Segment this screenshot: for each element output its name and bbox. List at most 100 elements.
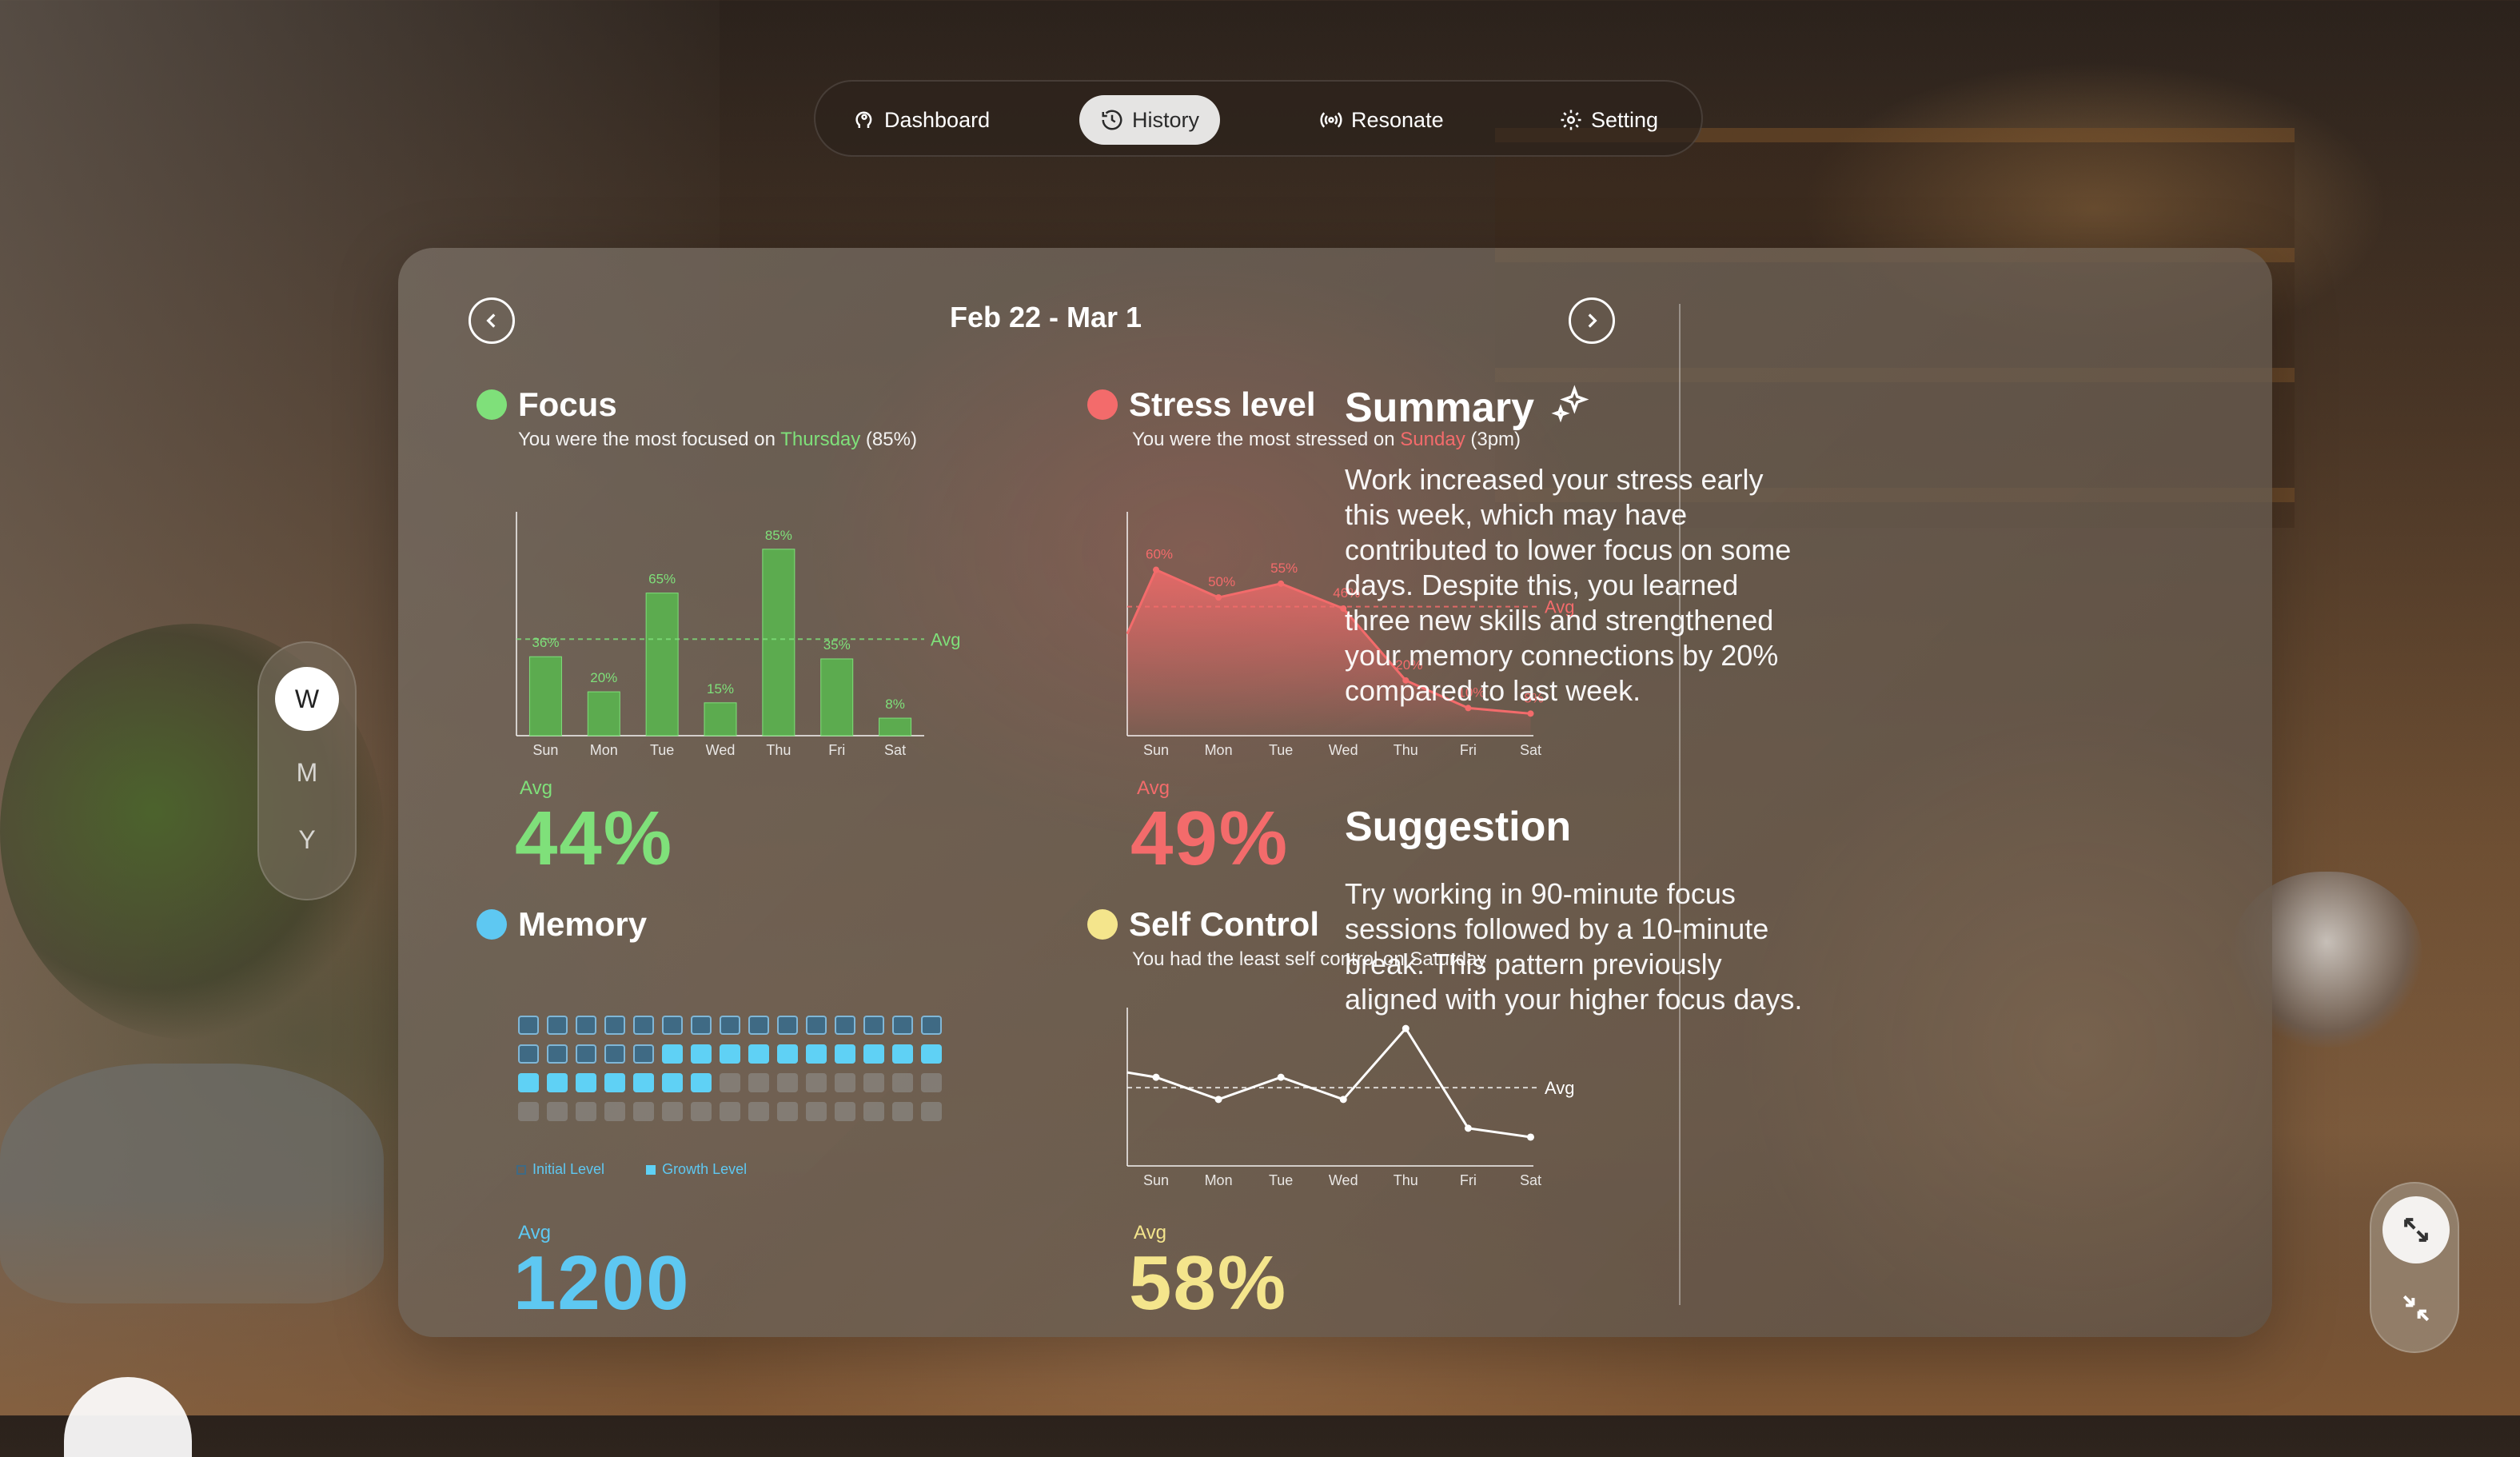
collapse-arrows-icon xyxy=(2402,1295,2430,1322)
memory-cell-empty xyxy=(806,1073,827,1092)
memory-cell-initial xyxy=(748,1016,769,1035)
focus-bar-sun xyxy=(528,656,562,736)
nav-setting[interactable]: Setting xyxy=(1538,95,1679,145)
suggestion-text: Try working in 90-minute focus sessions … xyxy=(1345,877,1803,1016)
stress-point-fri xyxy=(1465,705,1472,712)
stress-x-tick: Tue xyxy=(1269,742,1293,758)
self-control-point-fri xyxy=(1464,1124,1472,1132)
memory-cell-growth xyxy=(691,1073,712,1092)
memory-cell-empty xyxy=(604,1102,625,1121)
memory-cell-empty xyxy=(863,1073,884,1092)
memory-cell-initial xyxy=(835,1016,855,1035)
nav-resonate[interactable]: Resonate xyxy=(1298,95,1465,145)
focus-avg-label: Avg xyxy=(520,777,552,799)
memory-cell-initial xyxy=(518,1044,539,1064)
nav-dashboard-label: Dashboard xyxy=(884,107,991,132)
next-week-button[interactable] xyxy=(1569,297,1615,344)
memory-grid xyxy=(518,1016,950,1131)
stress-point-label: 46% xyxy=(1333,585,1360,601)
self-control-point-mon xyxy=(1214,1096,1222,1104)
legend-initial-label: Initial Level xyxy=(532,1161,605,1177)
focus-subtitle-prefix: You were the most focused on xyxy=(518,429,781,450)
memory-cell-initial xyxy=(547,1016,568,1035)
focus-bar-fri xyxy=(820,658,854,736)
focus-bar-label: 35% xyxy=(823,637,851,653)
range-month[interactable]: M xyxy=(296,758,318,787)
focus-avg-line-label: Avg xyxy=(931,629,961,649)
memory-cell-empty xyxy=(748,1073,769,1092)
focus-bar-tue xyxy=(645,593,679,736)
stress-point-label: 60% xyxy=(1146,547,1173,562)
expand-arrows-icon xyxy=(2404,1218,2428,1242)
focus-bar-chart: 36% Sun 20% Mon 65% Tue 15% Wed 85% Thu 35% Fri 8% Sa… xyxy=(516,512,961,758)
stress-point-label: 20% xyxy=(1395,657,1422,673)
memory-cell-empty xyxy=(518,1102,539,1121)
range-year[interactable]: Y xyxy=(298,825,316,854)
legend-initial: Initial Level xyxy=(516,1161,604,1178)
stress-area xyxy=(1127,569,1531,736)
focus-bar-label: 85% xyxy=(765,528,792,543)
stress-point-label: 8% xyxy=(1524,690,1544,705)
self-control-line-chart: Sun Mon Tue Wed Thu Fri Sat Avg xyxy=(1126,1008,1575,1188)
memory-cell-initial xyxy=(547,1044,568,1064)
memory-cell-initial xyxy=(777,1016,798,1035)
stress-avg-label: Avg xyxy=(1137,777,1170,799)
self-control-x-tick: Thu xyxy=(1394,1172,1418,1188)
stress-point-label: 50% xyxy=(1208,574,1235,589)
self-control-x-tick: Sat xyxy=(1520,1172,1541,1188)
summary-title: Summary xyxy=(1345,384,1592,432)
stress-point-label: 55% xyxy=(1270,561,1298,576)
legend-growth-swatch xyxy=(646,1164,656,1175)
memory-cell-growth xyxy=(633,1073,654,1092)
stress-subtitle: You were the most stressed on Sunday (3p… xyxy=(1132,429,1521,451)
stress-area-chart: 60% Sun 50% Mon 55% Tue 46% Wed 20% Thu 10% Fri 8% Sa… xyxy=(1126,512,1575,758)
self-control-subtitle: You had the least self control on Saturd… xyxy=(1132,948,1487,970)
memory-avg-label: Avg xyxy=(518,1222,551,1243)
focus-bar-wed xyxy=(704,702,737,736)
stress-x-tick: Thu xyxy=(1394,742,1418,758)
memory-cell-empty xyxy=(547,1102,568,1121)
memory-cell-initial xyxy=(662,1016,683,1035)
memory-cell-empty xyxy=(892,1073,913,1092)
memory-cell-empty xyxy=(921,1102,942,1121)
nav-dashboard[interactable]: Dashboard xyxy=(831,95,1011,145)
memory-cell-growth xyxy=(662,1044,683,1064)
memory-cell-empty xyxy=(633,1102,654,1121)
focus-bar-label: 20% xyxy=(590,670,617,685)
broadcast-icon xyxy=(1320,112,1342,128)
memory-grid-row xyxy=(518,1102,950,1121)
legend-growth-label: Growth Level xyxy=(662,1161,748,1177)
focus-bar-label: 8% xyxy=(885,697,905,712)
memory-title: Memory xyxy=(476,905,647,944)
memory-cell-growth xyxy=(604,1073,625,1092)
previous-week-button[interactable] xyxy=(469,297,515,344)
memory-cell-initial xyxy=(576,1044,596,1064)
memory-cell-initial xyxy=(921,1016,942,1035)
focus-x-tick: Wed xyxy=(706,742,736,758)
memory-cell-growth xyxy=(892,1044,913,1064)
focus-bar-label: 15% xyxy=(707,681,734,697)
nav-resonate-label[interactable]: Resonate xyxy=(1351,107,1444,132)
self-control-avg-value: 58% xyxy=(1129,1240,1288,1326)
memory-grid-row xyxy=(518,1016,950,1035)
stress-point-thu xyxy=(1402,677,1410,684)
expand-window-button[interactable] xyxy=(2382,1196,2450,1263)
nav-history-label: History xyxy=(1132,107,1200,132)
nav-history[interactable]: History xyxy=(1079,95,1221,145)
memory-avg-value: 1200 xyxy=(513,1240,691,1326)
memory-cell-growth xyxy=(777,1044,798,1064)
collapse-window-button[interactable] xyxy=(2382,1275,2450,1342)
stress-avg-value: 49% xyxy=(1130,796,1290,881)
focus-title: Focus xyxy=(476,385,617,424)
memory-cell-empty xyxy=(691,1102,712,1121)
range-week[interactable]: W xyxy=(275,667,339,731)
self-control-x-tick: Wed xyxy=(1329,1172,1358,1188)
focus-bar-sat xyxy=(879,717,912,736)
memory-cell-initial xyxy=(863,1016,884,1035)
memory-cell-empty xyxy=(863,1102,884,1121)
memory-grid-row xyxy=(518,1044,950,1064)
summary-text: Work increased your stress early this we… xyxy=(1345,463,1792,707)
focus-dot-icon xyxy=(476,389,507,420)
memory-cell-empty xyxy=(835,1073,855,1092)
stress-subtitle-highlight: Sunday xyxy=(1400,429,1465,450)
